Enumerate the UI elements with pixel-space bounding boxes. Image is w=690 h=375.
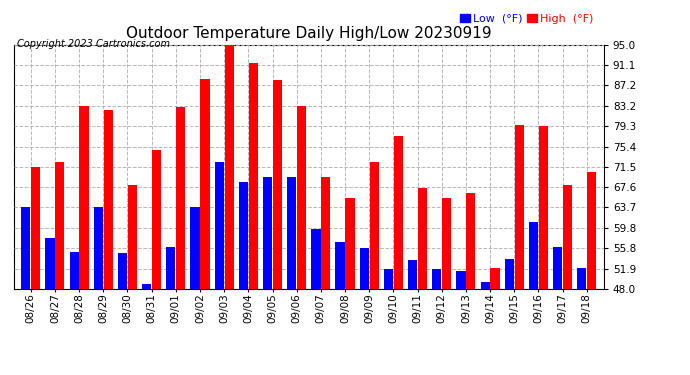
Bar (539, 126, 548, 289)
Bar (491, 268, 500, 289)
Bar (31, 167, 40, 289)
Bar (200, 79, 210, 289)
Bar (263, 177, 272, 289)
Bar (346, 198, 355, 289)
Bar (287, 177, 296, 289)
Bar (408, 260, 417, 289)
Bar (505, 259, 514, 289)
Bar (578, 268, 586, 289)
Bar (311, 229, 320, 289)
Bar (128, 185, 137, 289)
Text: Copyright 2023 Cartronics.com: Copyright 2023 Cartronics.com (17, 39, 170, 50)
Bar (273, 80, 282, 289)
Bar (104, 110, 112, 289)
Bar (529, 222, 538, 289)
Title: Outdoor Temperature Daily High/Low 20230919: Outdoor Temperature Daily High/Low 20230… (126, 26, 491, 41)
Bar (248, 63, 258, 289)
Bar (442, 198, 451, 289)
Bar (21, 207, 30, 289)
Bar (55, 162, 64, 289)
Bar (370, 162, 379, 289)
Bar (142, 284, 151, 289)
Bar (224, 45, 234, 289)
Legend: Low  (°F), High  (°F): Low (°F), High (°F) (455, 9, 598, 28)
Bar (359, 248, 369, 289)
Bar (587, 172, 596, 289)
Bar (94, 207, 103, 289)
Bar (466, 193, 475, 289)
Bar (118, 254, 127, 289)
Bar (418, 188, 427, 289)
Bar (394, 136, 403, 289)
Bar (456, 271, 466, 289)
Bar (79, 106, 88, 289)
Bar (215, 162, 224, 289)
Bar (553, 247, 562, 289)
Bar (384, 268, 393, 289)
Bar (515, 125, 524, 289)
Bar (239, 182, 248, 289)
Bar (432, 268, 442, 289)
Bar (176, 107, 186, 289)
Bar (297, 106, 306, 289)
Bar (335, 242, 345, 289)
Bar (166, 247, 175, 289)
Bar (152, 150, 161, 289)
Bar (70, 252, 79, 289)
Bar (480, 282, 490, 289)
Bar (563, 185, 572, 289)
Bar (190, 207, 199, 289)
Bar (46, 238, 55, 289)
Bar (322, 177, 331, 289)
